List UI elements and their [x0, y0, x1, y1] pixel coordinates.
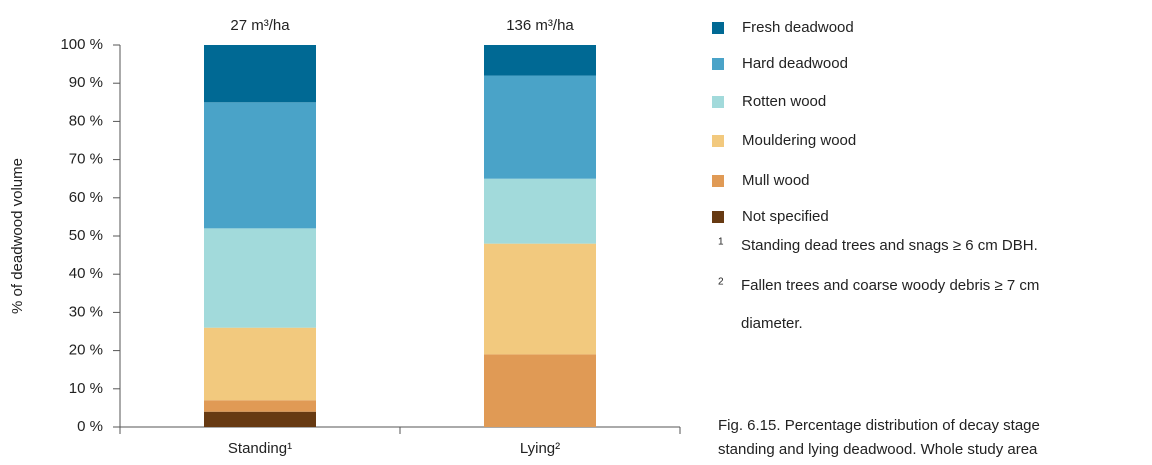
- annotation: 27 m³/ha: [230, 17, 290, 34]
- legend-label: Rotten wood: [742, 93, 826, 110]
- y-tick-label: 20 %: [69, 342, 103, 359]
- x-tick-label: Standing¹: [228, 440, 292, 457]
- legend-swatch: [712, 96, 724, 108]
- legend-swatch: [712, 22, 724, 34]
- bar-segment: [204, 327, 316, 401]
- legend-label: Hard deadwood: [742, 55, 848, 72]
- bar-segment: [204, 45, 316, 103]
- bar-segment: [484, 178, 596, 244]
- legend-swatch: [712, 58, 724, 70]
- bar-segment: [204, 228, 316, 328]
- bar-segment: [484, 75, 596, 179]
- bar-segment: [484, 45, 596, 76]
- y-tick-label: 70 %: [69, 151, 103, 168]
- legend-label: Mull wood: [742, 172, 810, 189]
- bar-segment: [204, 411, 316, 427]
- legend-label: Not specified: [742, 208, 829, 225]
- y-axis-label: % of deadwood volume: [9, 158, 26, 314]
- y-tick-label: 40 %: [69, 265, 103, 282]
- y-tick-label: 100 %: [60, 36, 103, 53]
- footnote-mark: 1: [718, 237, 724, 248]
- bar-segment: [204, 102, 316, 229]
- y-tick-label: 80 %: [69, 112, 103, 129]
- bar-segment: [484, 354, 596, 427]
- footnote-text: Standing dead trees and snags ≥ 6 cm DBH…: [741, 237, 1038, 254]
- legend-label: Mouldering wood: [742, 132, 856, 149]
- y-tick-label: 0 %: [77, 418, 103, 435]
- y-tick-label: 50 %: [69, 227, 103, 244]
- footnote-text: Fallen trees and coarse woody debris ≥ 7…: [741, 277, 1039, 294]
- footnote-continuation: diameter.: [741, 315, 803, 332]
- footnote-mark: 2: [718, 277, 724, 288]
- legend-label: Fresh deadwood: [742, 19, 854, 36]
- legend-swatch: [712, 175, 724, 187]
- legend-swatch: [712, 211, 724, 223]
- caption-line: standing and lying deadwood. Whole study…: [718, 441, 1038, 458]
- y-tick-label: 90 %: [69, 74, 103, 91]
- bar-segment: [484, 243, 596, 355]
- legend-swatch: [712, 135, 724, 147]
- caption-line: Fig. 6.15. Percentage distribution of de…: [718, 417, 1040, 434]
- y-tick-label: 30 %: [69, 303, 103, 320]
- y-tick-label: 60 %: [69, 189, 103, 206]
- bar-segment: [204, 400, 316, 412]
- y-tick-label: 10 %: [69, 380, 103, 397]
- x-tick-label: Lying²: [520, 440, 560, 457]
- annotation: 136 m³/ha: [506, 17, 574, 34]
